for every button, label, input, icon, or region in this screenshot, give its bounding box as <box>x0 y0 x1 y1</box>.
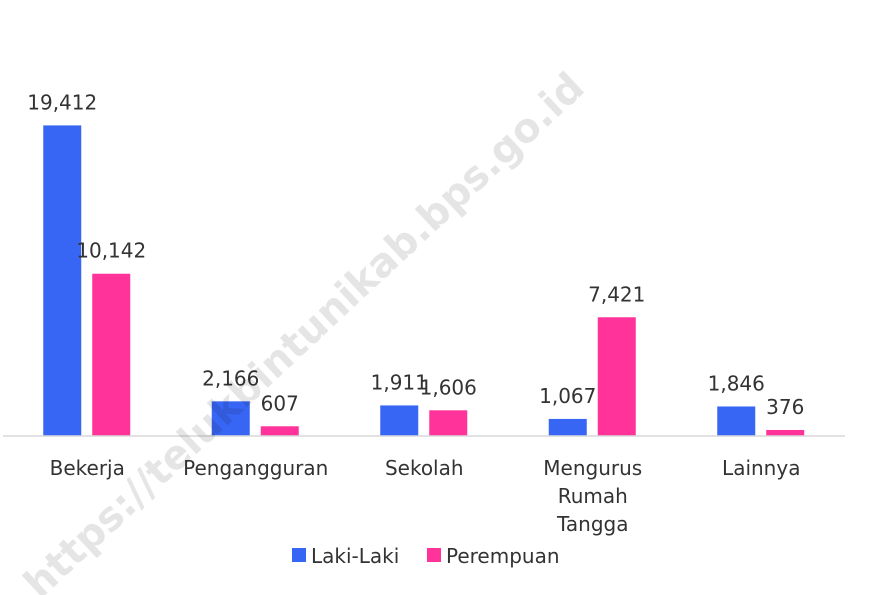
x-tick-label: Mengurus Rumah Tangga <box>543 456 643 536</box>
value-label: 1,846 <box>708 371 765 395</box>
value-label: 607 <box>261 391 299 415</box>
legend-swatch <box>292 548 306 562</box>
x-tick-label: Lainnya <box>722 456 801 480</box>
legend-label: Laki-Laki <box>311 544 399 568</box>
bar <box>92 273 131 436</box>
x-tick-label: Pengangguran <box>183 456 329 480</box>
x-tick-label: Sekolah <box>384 456 464 480</box>
value-label: 1,067 <box>539 384 596 408</box>
bar <box>260 426 299 436</box>
bar <box>597 317 636 436</box>
value-label: 1,606 <box>420 375 477 399</box>
bar <box>429 410 468 436</box>
bar <box>548 418 587 436</box>
bar <box>717 406 756 436</box>
bar <box>211 401 250 436</box>
value-label: 376 <box>766 395 804 419</box>
value-label: 1,911 <box>371 370 428 394</box>
legend-label: Perempuan <box>446 544 560 568</box>
legend-swatch <box>427 548 441 562</box>
bar <box>43 125 82 437</box>
value-label: 10,142 <box>76 239 146 263</box>
bar <box>380 405 419 436</box>
value-label: 7,421 <box>588 282 645 306</box>
x-tick-label: Bekerja <box>49 456 125 480</box>
value-label: 19,412 <box>27 90 97 114</box>
bar <box>766 429 805 436</box>
value-label: 2,166 <box>202 366 259 390</box>
